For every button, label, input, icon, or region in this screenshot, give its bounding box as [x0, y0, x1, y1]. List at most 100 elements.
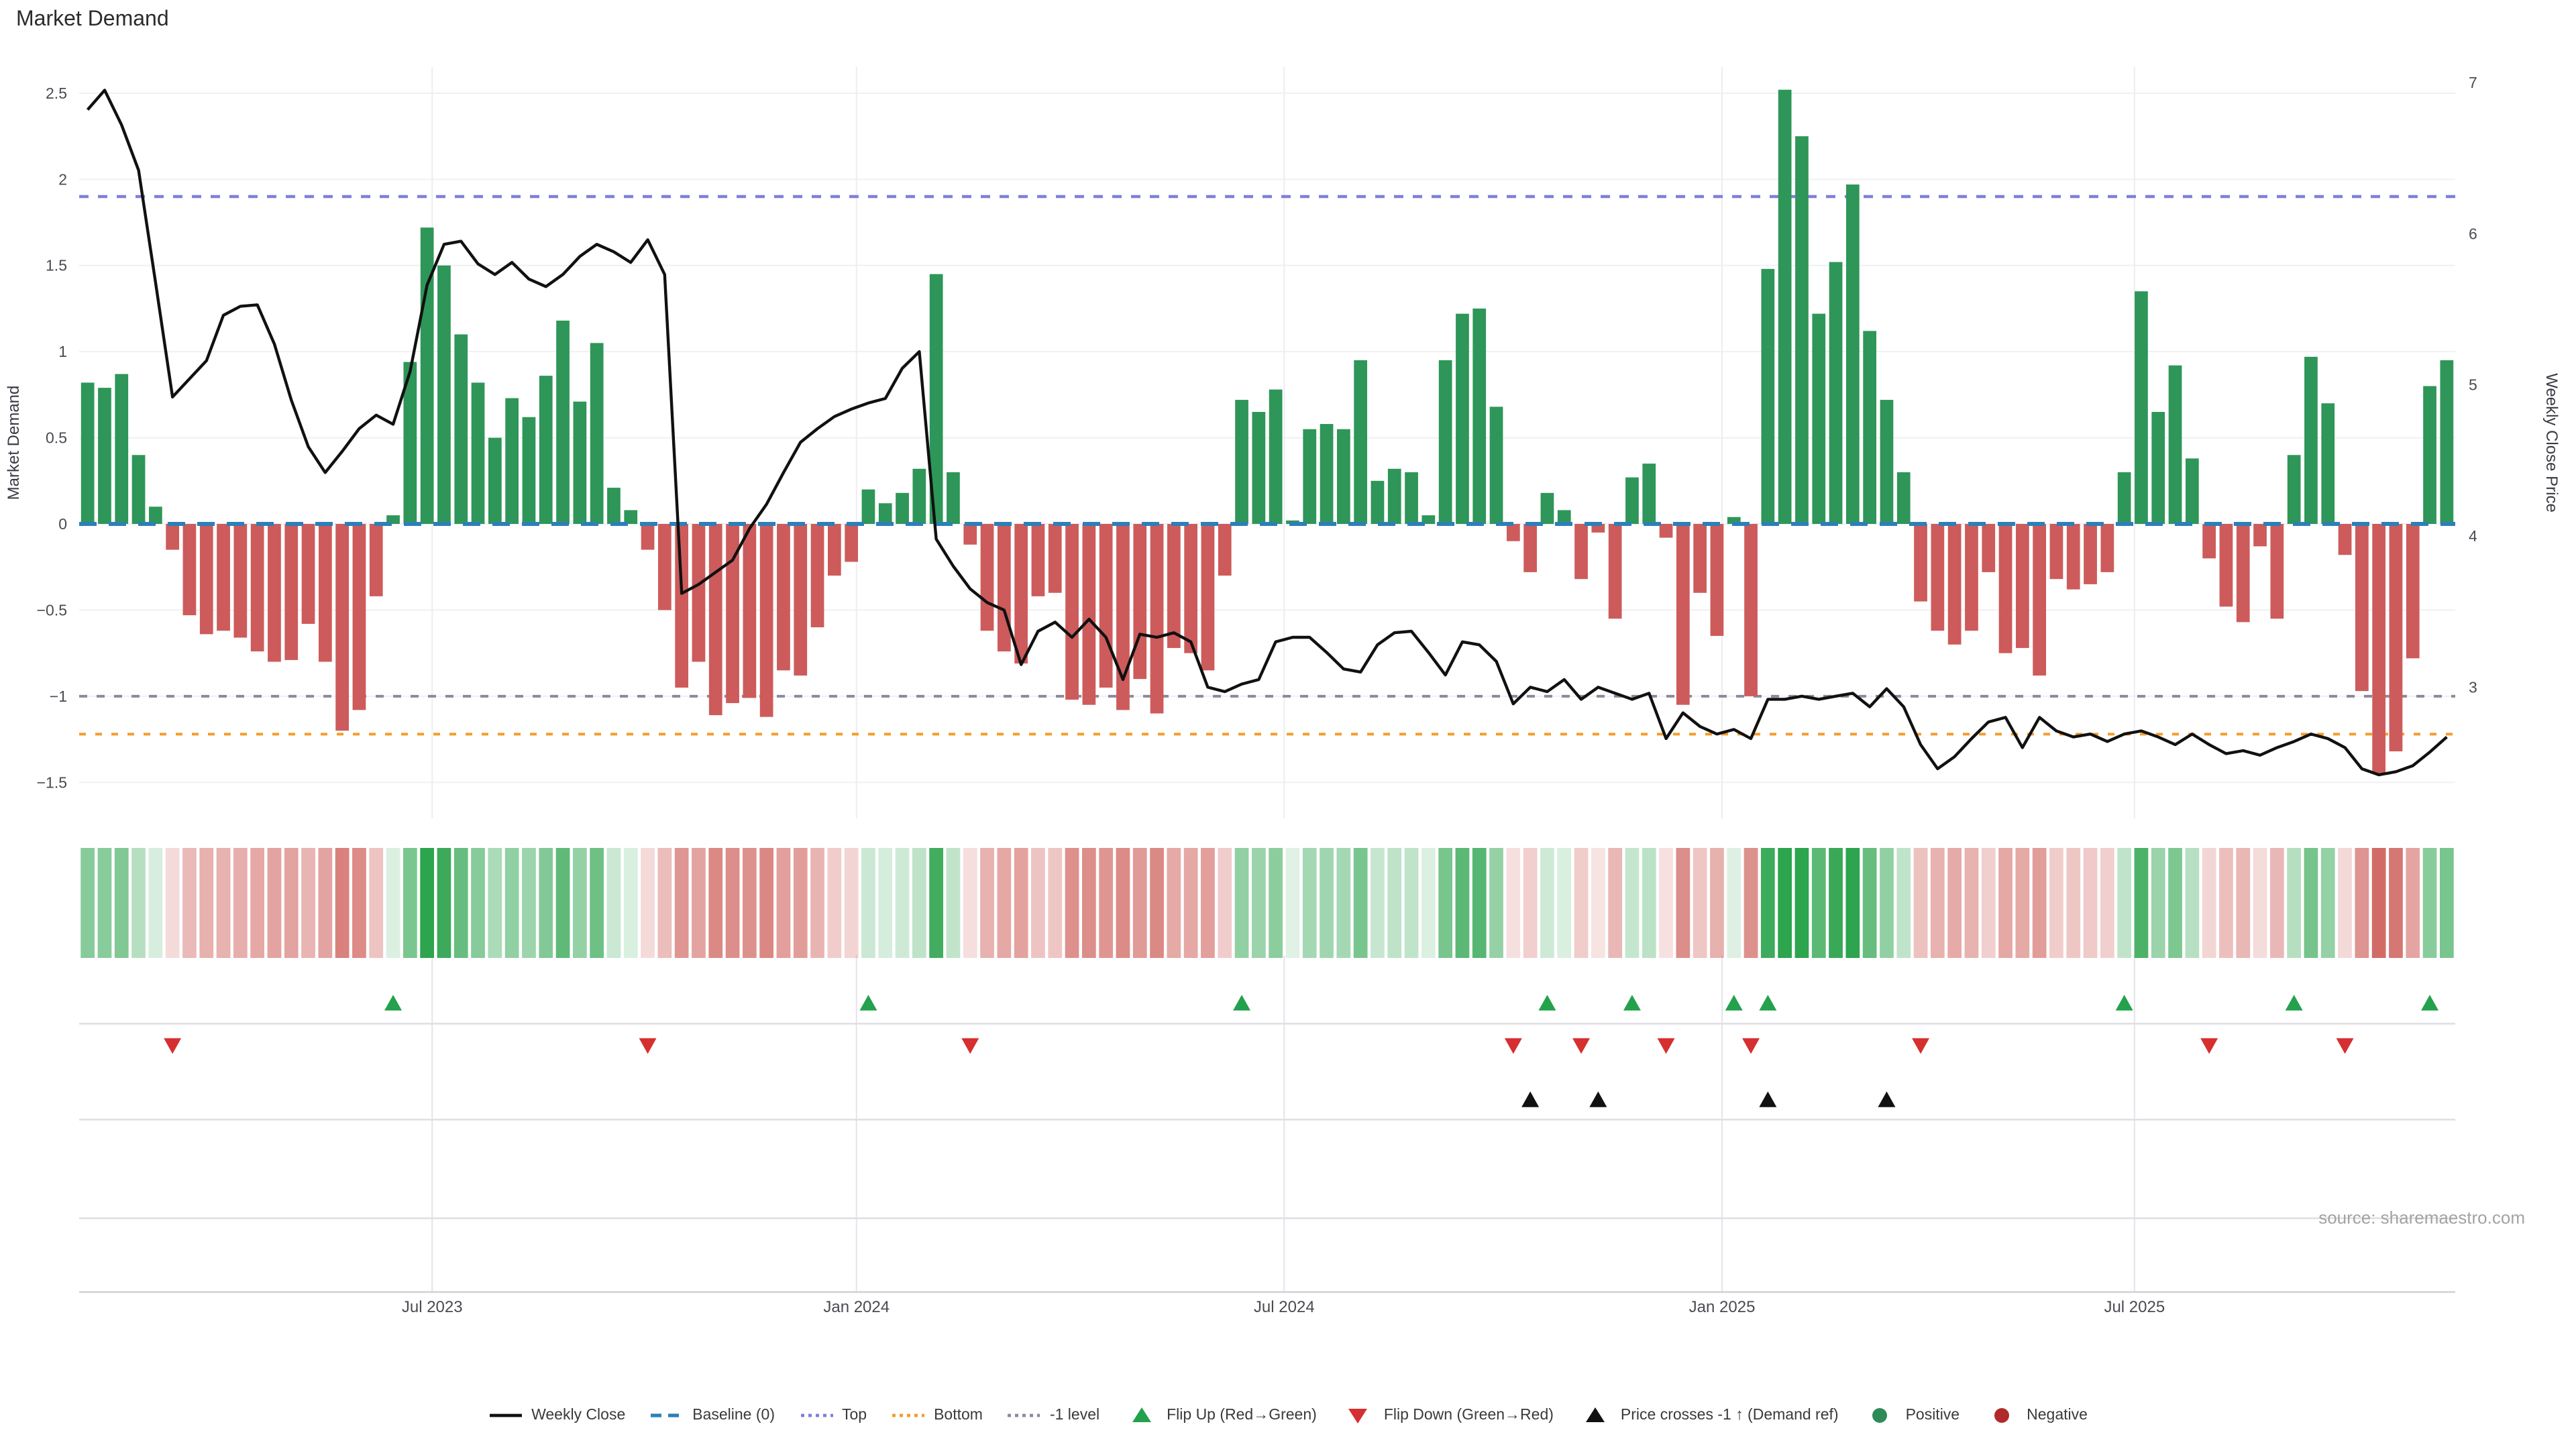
heatmap-cell	[674, 848, 689, 958]
svg-text:6: 6	[2469, 225, 2477, 242]
demand-bar	[827, 524, 841, 576]
source-attribution: source: sharemaestro.com	[2318, 1208, 2525, 1228]
heatmap-cell	[1218, 848, 1232, 958]
demand-bar	[1557, 510, 1571, 524]
demand-bar	[1591, 524, 1605, 533]
legend-item: Flip Up (Red→Green)	[1124, 1406, 1317, 1425]
legend-dots-icon	[1008, 1413, 1040, 1417]
demand-bar	[1795, 136, 1809, 525]
price-cross-marker	[1521, 1091, 1540, 1108]
heatmap-cell	[1845, 848, 1860, 958]
demand-bar	[1421, 515, 1436, 524]
heatmap-cell	[335, 848, 350, 958]
demand-bar	[1472, 308, 1487, 524]
legend-dash-icon	[651, 1413, 684, 1417]
heatmap-cell	[1693, 848, 1707, 958]
demand-bar	[2135, 291, 2148, 524]
heatmap-cell	[844, 848, 859, 958]
legend-item: Top	[799, 1406, 867, 1425]
demand-bar	[624, 510, 638, 524]
heatmap-cell	[352, 848, 366, 958]
heatmap-cell	[2355, 848, 2369, 958]
demand-bar	[2066, 524, 2080, 590]
heatmap-cell	[641, 848, 655, 958]
demand-bar	[1880, 400, 1894, 524]
demand-bar	[641, 524, 655, 550]
heatmap-cell	[2049, 848, 2063, 958]
demand-bar	[2015, 524, 2029, 648]
demand-bar	[403, 362, 417, 524]
demand-bar	[1387, 468, 1401, 524]
heatmap-cell	[929, 848, 944, 958]
demand-bar	[2270, 524, 2284, 619]
svg-text:−1: −1	[50, 688, 67, 705]
heatmap-cell	[2083, 848, 2098, 958]
heatmap-cell	[2304, 848, 2318, 958]
heatmap-cell	[980, 848, 994, 958]
demand-bar	[1998, 524, 2012, 653]
heatmap-cell	[165, 848, 180, 958]
demand-bar	[708, 524, 722, 716]
legend-label: Top	[842, 1407, 867, 1424]
legend-label: -1 level	[1049, 1407, 1100, 1424]
demand-bar	[1829, 262, 1843, 524]
flip-up-marker	[1725, 995, 1743, 1011]
demand-bar	[1133, 524, 1147, 680]
svg-text:0.5: 0.5	[46, 429, 67, 447]
heatmap-cell	[182, 848, 197, 958]
demand-bar	[488, 437, 502, 524]
heatmap-cell	[1760, 848, 1775, 958]
demand-bar	[1778, 89, 1792, 525]
flip-up-marker	[2421, 995, 2439, 1011]
heatmap-cell	[572, 848, 587, 958]
heatmap-cell	[1472, 848, 1487, 958]
chart-legend: Weekly Close Baseline (0) Top Bottom -1 leve…	[0, 1406, 2576, 1425]
legend-label: Price crosses -1 ↑ (Demand ref)	[1620, 1407, 1839, 1424]
demand-bar	[318, 524, 332, 662]
heatmap-cell	[2066, 848, 2081, 958]
heatmap-cell	[1743, 848, 1758, 958]
demand-bar	[912, 468, 926, 524]
heatmap-cell	[2269, 848, 2284, 958]
heatmap-cell	[1998, 848, 2012, 958]
left-axis-label: Market Demand	[5, 386, 23, 500]
legend-line-icon	[490, 1413, 523, 1417]
svg-text:5: 5	[2469, 376, 2477, 394]
demand-bar	[1574, 524, 1588, 580]
demand-bar	[810, 524, 824, 628]
legend-dots-icon	[800, 1413, 833, 1417]
demand-bar	[1812, 313, 1826, 524]
demand-bar	[777, 524, 790, 671]
heatmap-cell	[80, 848, 95, 958]
demand-bar	[301, 524, 315, 624]
heatmap-cell	[1574, 848, 1589, 958]
flip-up-marker	[1233, 995, 1251, 1011]
heatmap-cell	[114, 848, 129, 958]
demand-bar	[1303, 429, 1317, 524]
legend-tri-down-icon	[1348, 1409, 1368, 1424]
svg-text:−1.5: −1.5	[37, 773, 67, 791]
demand-bar	[1456, 313, 1469, 524]
demand-bar	[2100, 524, 2114, 572]
legend-tri-up-icon	[1132, 1407, 1151, 1422]
demand-bar	[522, 417, 536, 524]
flip-down-marker	[961, 1038, 979, 1054]
svg-text:−0.5: −0.5	[37, 601, 67, 619]
flip-down-marker	[164, 1038, 182, 1054]
heatmap-cell	[827, 848, 842, 958]
demand-bar	[1608, 524, 1622, 619]
heatmap-cell	[216, 848, 231, 958]
demand-bar	[1371, 480, 1385, 524]
demand-bar	[2185, 458, 2199, 524]
heatmap-cell	[1659, 848, 1673, 958]
heatmap-cell	[2202, 848, 2216, 958]
heatmap-cell	[250, 848, 265, 958]
heatmap-cell	[97, 848, 112, 958]
demand-bar	[1201, 524, 1215, 671]
legend-item: Price crosses -1 ↑ (Demand ref)	[1578, 1406, 1839, 1425]
heatmap-cell	[1031, 848, 1045, 958]
heatmap-cell	[1438, 848, 1453, 958]
heatmap-cell	[1540, 848, 1554, 958]
price-cross-marker	[1589, 1091, 1607, 1108]
